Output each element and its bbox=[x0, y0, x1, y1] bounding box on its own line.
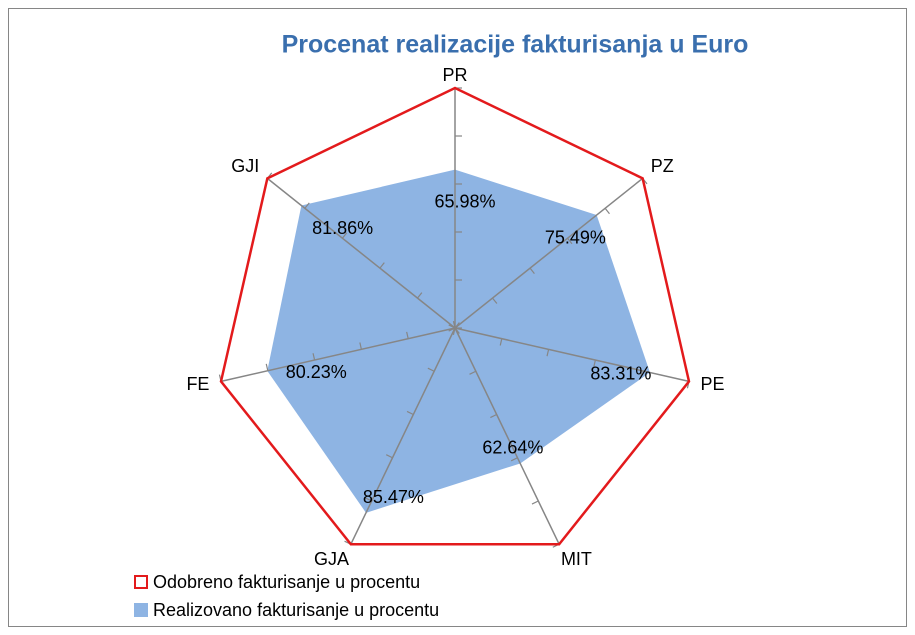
chart-title: Procenat realizacije fakturisanja u Euro bbox=[282, 31, 749, 59]
tick-mark bbox=[406, 410, 414, 416]
tick-mark bbox=[593, 359, 596, 368]
tick-mark bbox=[640, 370, 643, 378]
spoke bbox=[220, 327, 456, 383]
spoke bbox=[454, 177, 644, 329]
legend-swatch bbox=[134, 575, 148, 589]
tick-mark bbox=[304, 202, 310, 209]
tick-mark bbox=[567, 237, 573, 245]
category-label: GJA bbox=[314, 549, 349, 569]
category-label: PR bbox=[442, 65, 467, 85]
legend-label: Odobreno fakturisanje u procentu bbox=[153, 572, 420, 592]
tick-mark bbox=[265, 363, 269, 371]
tick-mark bbox=[492, 297, 498, 304]
series-outline bbox=[219, 86, 691, 546]
category-label: FE bbox=[186, 374, 209, 394]
tick-mark bbox=[454, 322, 460, 329]
legend-label: Realizovano fakturisanje u procentu bbox=[153, 600, 439, 620]
data-label: 65.98% bbox=[434, 191, 495, 211]
category-label: MIT bbox=[561, 549, 592, 569]
data-label: 85.47% bbox=[363, 487, 424, 507]
tick-mark bbox=[529, 267, 535, 274]
tick-mark bbox=[385, 454, 393, 459]
spoke bbox=[454, 327, 690, 383]
category-label: GJI bbox=[231, 156, 259, 176]
tick-mark bbox=[312, 353, 316, 361]
spoke bbox=[350, 327, 456, 545]
data-label: 81.86% bbox=[312, 218, 373, 238]
tick-mark bbox=[406, 331, 409, 339]
tick-mark bbox=[499, 338, 503, 346]
tick-mark bbox=[379, 262, 385, 269]
legend-swatch bbox=[134, 603, 148, 617]
tick-mark bbox=[469, 370, 477, 375]
spoke bbox=[266, 177, 456, 329]
tick-mark bbox=[531, 500, 539, 505]
tick-mark bbox=[604, 207, 610, 215]
tick-mark bbox=[546, 349, 550, 357]
tick-mark bbox=[427, 367, 435, 372]
tick-mark bbox=[359, 342, 362, 350]
tick-mark bbox=[365, 497, 372, 502]
tick-mark bbox=[417, 292, 423, 299]
tick-mark bbox=[490, 413, 497, 419]
data-label: 83.31% bbox=[590, 364, 651, 384]
data-label: 80.23% bbox=[286, 362, 347, 382]
data-label: 62.64% bbox=[482, 438, 543, 458]
tick-mark bbox=[341, 232, 348, 239]
tick-mark bbox=[510, 457, 518, 462]
spoke bbox=[454, 327, 560, 545]
category-label: PE bbox=[701, 374, 725, 394]
data-label: 75.49% bbox=[545, 227, 606, 247]
category-label: PZ bbox=[651, 156, 674, 176]
